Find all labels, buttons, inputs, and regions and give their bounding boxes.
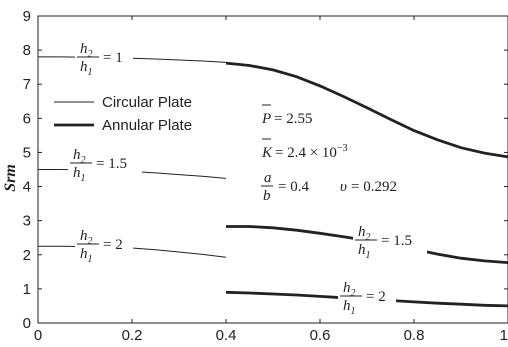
k-symbol: K (261, 145, 273, 161)
nu-symbol: υ (340, 179, 347, 195)
y-tick-label: 9 (23, 8, 31, 25)
y-tick-label: 1 (23, 281, 31, 298)
x-tick-label: 0.6 (310, 327, 331, 344)
p-value: = 2.55 (274, 111, 312, 127)
ratio-value: = 1.5 (96, 156, 127, 172)
x-tick-label: 0 (34, 327, 42, 344)
y-tick-label: 8 (23, 42, 31, 59)
y-tick-label: 3 (23, 213, 31, 230)
x-tick-label: 0.8 (404, 327, 425, 344)
ratio-value: = 2 (366, 289, 386, 305)
ab-value: = 0.4 (278, 179, 309, 195)
legend: Circular Plate Annular Plate (54, 94, 192, 134)
x-tick-label: 0.4 (216, 327, 237, 344)
y-tick-label: 2 (23, 247, 31, 264)
ratio-value: = 2 (103, 237, 123, 253)
legend-label-annular: Annular Plate (102, 117, 192, 134)
x-tick-label: 1 (500, 327, 508, 344)
k-value: = 2.4 × 10−3 (275, 143, 348, 161)
x-tick-label: 0.2 (122, 327, 143, 344)
p-symbol: P (261, 111, 271, 127)
annular-plate-line-h-ratio-1 (225, 61, 508, 159)
y-axis-label: Srm (2, 164, 19, 192)
b-denominator: b (263, 188, 271, 204)
legend-label-circular: Circular Plate (102, 94, 192, 111)
y-tick-label: 5 (23, 144, 31, 161)
parameter-annotations: P = 2.55 K = 2.4 × 10−3 a b = 0.4 υ = 0.… (261, 104, 397, 204)
y-tick-label: 4 (23, 179, 31, 196)
nu-value: = 0.292 (351, 179, 397, 195)
ratio-value: = 1.5 (381, 233, 412, 249)
y-tick-label: 7 (23, 76, 31, 93)
axis-ticks: 0 0.2 0.4 0.6 0.8 1 0 1 2 3 4 5 6 7 8 9 (23, 8, 508, 344)
y-tick-label: 0 (23, 315, 31, 332)
y-tick-label: 6 (23, 110, 31, 127)
ratio-value: = 1 (103, 50, 123, 66)
a-numerator: a (264, 170, 272, 186)
